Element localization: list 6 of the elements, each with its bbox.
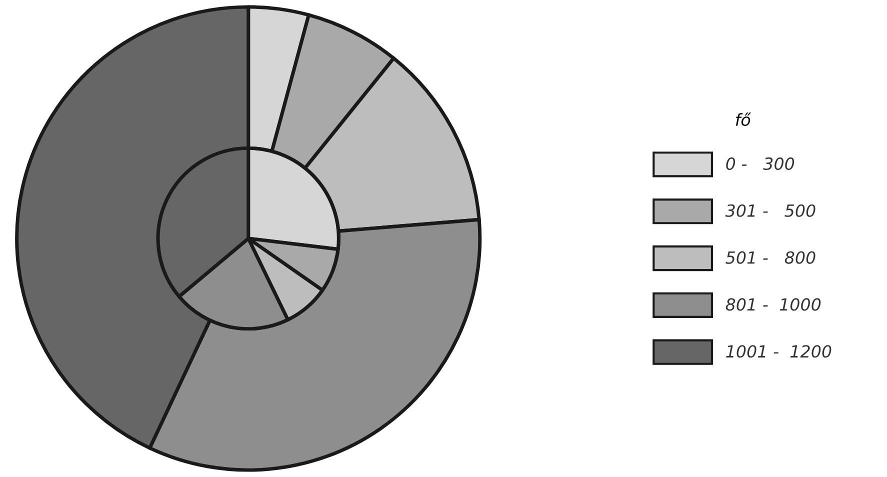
legend-label: 1001 - 1200: [726, 345, 832, 358]
legend-label: 501 - 800: [726, 251, 816, 264]
legend-label: 801 - 1000: [726, 298, 821, 311]
legend-label: 0 - 300: [726, 157, 794, 170]
legend-label: 301 - 500: [725, 204, 816, 217]
legend-title: fő: [736, 112, 752, 126]
